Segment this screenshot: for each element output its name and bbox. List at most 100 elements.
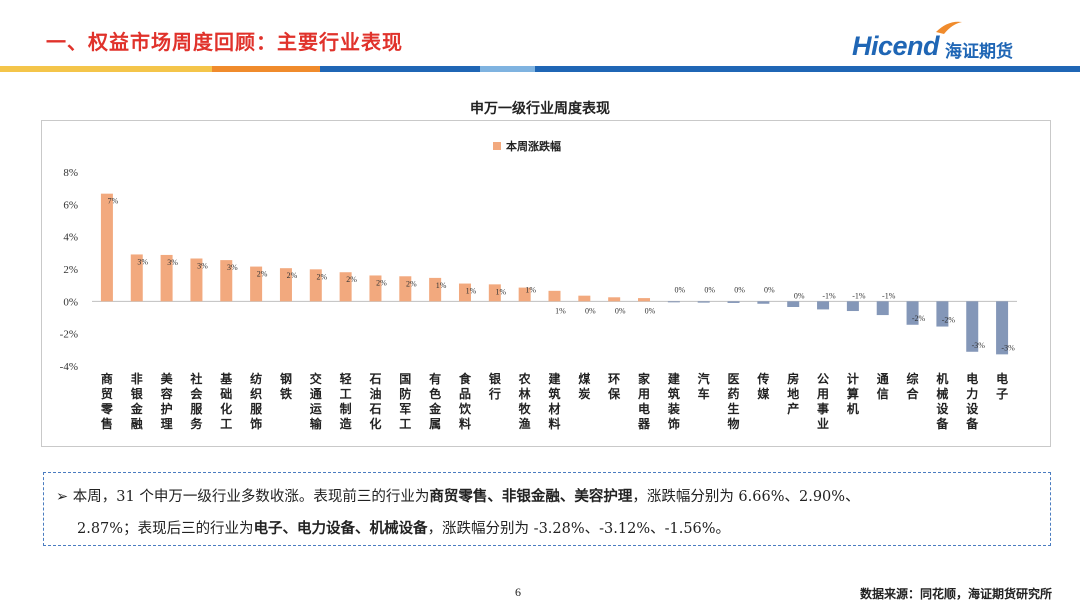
x-tick-label: 社会服务 (189, 371, 203, 431)
summary-text-1b: 商贸零售、非银金融、美容护理 (429, 489, 633, 505)
bar (757, 301, 770, 304)
logo-chinese-name: 海证期货 (945, 41, 1014, 62)
summary-line-2: 2.87%；表现后三的行业为电子、电力设备、机械设备，涨跌幅分别为 -3.28%… (77, 517, 730, 538)
data-label: -1% (852, 291, 866, 300)
x-tick-label: 有色金属 (428, 371, 442, 431)
x-tick-label: 汽车 (698, 371, 710, 401)
x-tick-label: 基础化工 (219, 371, 233, 431)
y-tick-label: 4% (63, 232, 78, 244)
data-label: 0% (675, 285, 686, 294)
summary-text-1c: ，涨跌幅分别为 6.66%、2.90%、 (632, 489, 860, 505)
x-tick-label: 农林牧渔 (518, 371, 532, 431)
x-tick-label: 家用电器 (637, 371, 651, 431)
bar (966, 301, 979, 352)
x-tick-label: 建筑装饰 (667, 371, 681, 431)
bar (279, 268, 292, 302)
data-label: 3% (167, 258, 178, 267)
bar (250, 266, 263, 302)
x-tick-label: 医药生物 (728, 372, 740, 431)
data-label: -3% (972, 341, 986, 350)
legend-label: 本周涨跌幅 (506, 139, 561, 153)
bar (100, 193, 113, 302)
bar (309, 269, 322, 302)
y-tick-label: 2% (63, 264, 78, 276)
x-tick-label: 房地产 (787, 371, 799, 416)
bar (936, 301, 949, 327)
bar (160, 254, 173, 302)
data-label: 2% (406, 279, 417, 288)
x-tick-label: 环保 (607, 372, 621, 401)
data-label: 1% (555, 306, 566, 315)
x-tick-label: 计算机 (847, 371, 859, 416)
data-label: 0% (585, 306, 596, 315)
bar (518, 287, 531, 302)
summary-text-1a: 本周，31 个申万一级行业多数收涨。表现前三的行业为 (72, 489, 430, 505)
bar (458, 283, 471, 302)
data-label: 1% (436, 281, 447, 290)
bar (488, 284, 501, 302)
bar (667, 301, 680, 303)
bar (697, 301, 710, 303)
bar (399, 276, 412, 302)
bar (906, 301, 919, 325)
data-label: 3% (197, 261, 208, 270)
data-label: 2% (287, 271, 298, 280)
y-tick-label: 6% (63, 199, 78, 211)
x-tick-label: 交通运输 (310, 371, 323, 431)
data-label: 3% (137, 257, 148, 266)
logo-swoosh-icon (936, 21, 962, 34)
summary-text-2c: ，涨跌幅分别为 -3.28%、-3.12%、-1.56%。 (427, 521, 731, 537)
x-tick-label: 非银金融 (130, 371, 144, 431)
x-tick-label: 建筑材料 (547, 371, 561, 431)
data-label: -1% (882, 291, 896, 300)
x-tick-label: 传媒 (756, 371, 770, 401)
summary-line-1: ➢ 本周，31 个申万一级行业多数收涨。表现前三的行业为商贸零售、非银金融、美容… (56, 485, 860, 506)
bar (369, 275, 382, 302)
data-label: 0% (734, 285, 745, 294)
bar (638, 298, 651, 302)
summary-text-2b: 电子、电力设备、机械设备 (253, 521, 428, 537)
bar (339, 272, 352, 302)
data-label: -3% (1001, 343, 1015, 352)
x-tick-label: 银行 (488, 371, 502, 401)
x-tick-label: 通信 (877, 371, 889, 401)
data-label: 1% (466, 287, 477, 296)
data-label: 0% (764, 285, 775, 294)
bar-chart: 本周涨跌幅 8% 6% 4% 2% 0% -2% -4% 7% 商贸零售 3% 非银金融 3% 美容护理 3… (60, 139, 1017, 431)
bar (190, 258, 203, 302)
bar (846, 301, 859, 312)
x-tick-label: 综合 (907, 371, 920, 401)
x-tick-label: 轻工制造 (340, 371, 353, 431)
bar (130, 254, 143, 302)
legend-swatch (493, 142, 501, 150)
data-label: 2% (257, 270, 268, 279)
data-label: -1% (822, 291, 836, 300)
y-tick-label: -4% (60, 361, 78, 373)
page-title: 一、权益市场周度回顾：主要行业表现 (46, 30, 403, 54)
x-tick-label: 煤炭 (578, 371, 590, 401)
data-label: 0% (704, 285, 715, 294)
data-label: 2% (376, 278, 387, 287)
data-label: 0% (645, 306, 656, 315)
bar (429, 277, 442, 302)
x-tick-label: 电力设备 (965, 371, 979, 431)
bar (996, 301, 1009, 355)
y-tick-label: 0% (63, 296, 78, 308)
x-tick-label: 商贸零售 (100, 371, 114, 431)
x-tick-label: 公用事业 (816, 372, 829, 431)
x-tick-label: 钢铁 (280, 371, 292, 401)
chart-container: 本周涨跌幅 8% 6% 4% 2% 0% -2% -4% 7% 商贸零售 3% 非银金融 3% 美容护理 3… (41, 120, 1051, 447)
data-label: 1% (525, 285, 536, 294)
page-number: 6 (515, 585, 521, 599)
data-label: 3% (227, 263, 238, 272)
x-tick-label: 纺织服饰 (250, 371, 263, 431)
bar (548, 290, 561, 302)
x-tick-label: 电子 (996, 371, 1008, 401)
bar (578, 295, 591, 302)
data-label: 2% (316, 272, 327, 281)
bar (787, 301, 800, 307)
data-label: -2% (912, 314, 926, 323)
x-tick-label: 国防军工 (399, 372, 411, 431)
bar (220, 260, 233, 302)
x-tick-label: 机械设备 (935, 371, 949, 431)
